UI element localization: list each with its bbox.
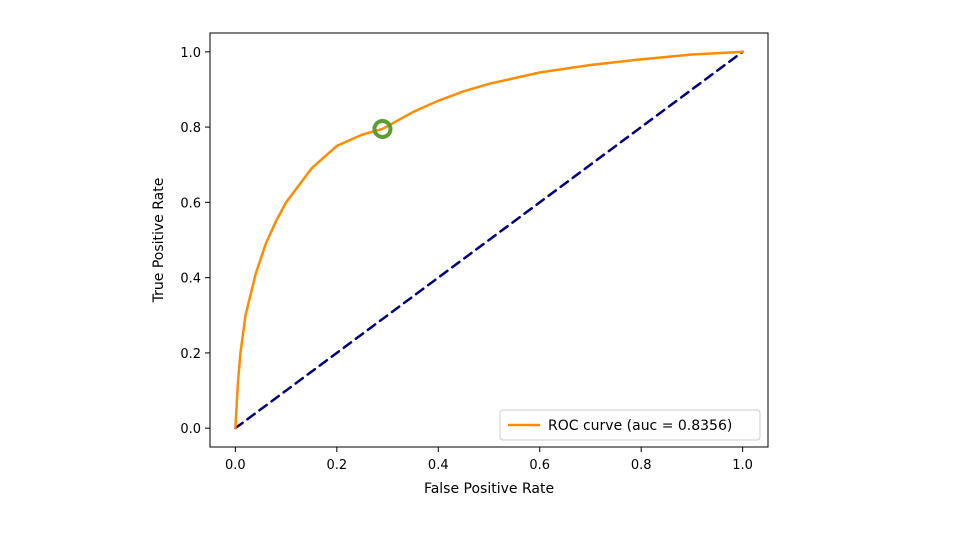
x-tick-label: 1.0 xyxy=(732,458,753,473)
legend: ROC curve (auc = 0.8356) xyxy=(499,409,761,441)
plot-frame xyxy=(209,32,769,448)
x-axis: 0.0 0.2 0.4 0.6 0.8 1.0 xyxy=(225,447,753,473)
roc-curve-line xyxy=(234,50,744,430)
x-tick-label: 0.2 xyxy=(326,458,347,473)
x-tick-label: 0.8 xyxy=(631,458,652,473)
chance-line xyxy=(234,50,744,430)
x-tick-label: 0.4 xyxy=(428,458,449,473)
marker-layer xyxy=(372,118,393,139)
y-tick-label: 0.4 xyxy=(180,272,201,287)
y-tick-label: 0.8 xyxy=(180,121,201,136)
y-tick-label: 0.6 xyxy=(180,196,201,211)
legend-label-roc: ROC curve (auc = 0.8356) xyxy=(548,418,732,434)
x-axis-label: False Positive Rate xyxy=(424,481,554,497)
y-axis-label: True Positive Rate xyxy=(151,178,167,304)
operating-point-marker xyxy=(372,118,393,139)
x-tick-label: 0.0 xyxy=(225,458,246,473)
y-axis: 0.0 0.2 0.4 0.6 0.8 1.0 xyxy=(180,46,210,437)
y-tick-label: 0.0 xyxy=(180,422,201,437)
y-tick-label: 0.2 xyxy=(180,347,201,362)
series-layer xyxy=(234,50,744,430)
y-tick-label: 1.0 xyxy=(180,46,201,61)
legend-box xyxy=(499,409,761,441)
x-tick-label: 0.6 xyxy=(529,458,550,473)
